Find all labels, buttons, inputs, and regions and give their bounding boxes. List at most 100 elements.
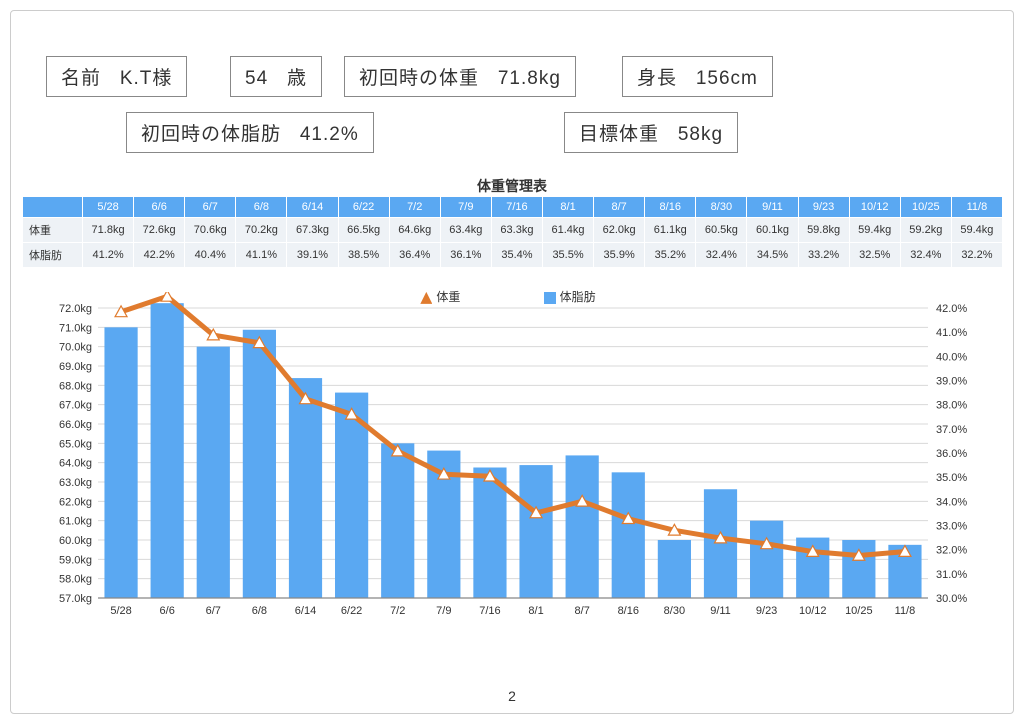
svg-text:33.0%: 33.0% xyxy=(936,521,967,533)
table-cell: 60.1kg xyxy=(747,218,798,243)
table-date-header: 9/11 xyxy=(747,197,798,218)
svg-text:66.0kg: 66.0kg xyxy=(59,419,92,431)
table-date-header: 9/23 xyxy=(798,197,849,218)
svg-text:39.0%: 39.0% xyxy=(936,376,967,388)
initial-weight-value: 71.8kg xyxy=(498,68,561,89)
table-cell: 32.5% xyxy=(849,243,900,268)
table-date-header: 7/9 xyxy=(440,197,491,218)
age-value: 54 xyxy=(245,68,268,89)
table-cell: 71.8kg xyxy=(83,218,134,243)
table-cell: 66.5kg xyxy=(338,218,389,243)
svg-text:7/16: 7/16 xyxy=(479,605,500,617)
table-cell: 33.2% xyxy=(798,243,849,268)
chart-svg: 57.0kg58.0kg59.0kg60.0kg61.0kg62.0kg63.0… xyxy=(28,292,988,632)
svg-text:62.0kg: 62.0kg xyxy=(59,496,92,508)
table-title: 体重管理表 xyxy=(0,176,1024,196)
table-cell: 41.1% xyxy=(236,243,287,268)
svg-text:36.0%: 36.0% xyxy=(936,448,967,460)
svg-text:32.0%: 32.0% xyxy=(936,545,967,557)
svg-text:38.0%: 38.0% xyxy=(936,400,967,412)
table-cell: 35.2% xyxy=(645,243,696,268)
svg-text:59.0kg: 59.0kg xyxy=(59,554,92,566)
table-cell: 60.5kg xyxy=(696,218,747,243)
svg-text:58.0kg: 58.0kg xyxy=(59,574,92,586)
svg-text:61.0kg: 61.0kg xyxy=(59,516,92,528)
table-date-header: 6/7 xyxy=(185,197,236,218)
table-cell: 32.4% xyxy=(696,243,747,268)
age-box: 54 歳 xyxy=(230,56,322,97)
height-value: 156cm xyxy=(696,68,758,89)
age-unit: 歳 xyxy=(287,68,307,89)
table-date-header: 6/8 xyxy=(236,197,287,218)
table-cell: 70.6kg xyxy=(185,218,236,243)
svg-text:11/8: 11/8 xyxy=(895,605,916,617)
legend-weight-text: 体重 xyxy=(436,290,460,304)
height-box: 身長 156cm xyxy=(622,56,773,97)
initial-fat-box: 初回時の体脂肪 41.2% xyxy=(126,112,374,153)
table-date-header: 6/6 xyxy=(134,197,185,218)
table-cell: 61.1kg xyxy=(645,218,696,243)
initial-fat-value: 41.2% xyxy=(300,124,359,145)
svg-text:30.0%: 30.0% xyxy=(936,593,967,605)
svg-text:40.0%: 40.0% xyxy=(936,351,967,363)
table-date-header: 7/16 xyxy=(491,197,542,218)
table-cell: 38.5% xyxy=(338,243,389,268)
table-cell: 39.1% xyxy=(287,243,338,268)
table-cell: 41.2% xyxy=(83,243,134,268)
table-date-header: 5/28 xyxy=(83,197,134,218)
table-cell: 32.4% xyxy=(900,243,951,268)
svg-text:6/8: 6/8 xyxy=(252,605,267,617)
table-date-header: 10/25 xyxy=(900,197,951,218)
data-table: 5/286/66/76/86/146/227/27/97/168/18/78/1… xyxy=(22,196,1003,268)
table-cell: 67.3kg xyxy=(287,218,338,243)
table-cell: 61.4kg xyxy=(542,218,593,243)
table-cell: 59.8kg xyxy=(798,218,849,243)
svg-text:6/22: 6/22 xyxy=(341,605,362,617)
table-cell: 72.6kg xyxy=(134,218,185,243)
table-cell: 34.5% xyxy=(747,243,798,268)
table-date-header: 10/12 xyxy=(849,197,900,218)
svg-text:68.0kg: 68.0kg xyxy=(59,380,92,392)
table-cell: 35.9% xyxy=(594,243,645,268)
svg-text:6/6: 6/6 xyxy=(160,605,175,617)
table-cell: 40.4% xyxy=(185,243,236,268)
name-box: 名前 K.T様 xyxy=(46,56,187,97)
table-cell: 59.4kg xyxy=(849,218,900,243)
table-cell: 70.2kg xyxy=(236,218,287,243)
table-cell: 64.6kg xyxy=(389,218,440,243)
table-date-header: 6/22 xyxy=(338,197,389,218)
page-number: 2 xyxy=(0,688,1024,704)
chart: 体重 体脂肪 57.0kg58.0kg59.0kg60.0kg61.0kg62.… xyxy=(28,292,988,637)
table-cell: 63.3kg xyxy=(491,218,542,243)
table-date-header: 11/8 xyxy=(951,197,1002,218)
svg-text:64.0kg: 64.0kg xyxy=(59,458,92,470)
name-label: 名前 xyxy=(61,68,101,89)
legend-fat-swatch xyxy=(544,292,556,304)
svg-text:31.0%: 31.0% xyxy=(936,569,967,581)
target-weight-box: 目標体重 58kg xyxy=(564,112,738,153)
svg-text:9/11: 9/11 xyxy=(710,605,731,617)
table-date-header: 8/30 xyxy=(696,197,747,218)
svg-text:8/7: 8/7 xyxy=(575,605,590,617)
svg-text:8/1: 8/1 xyxy=(528,605,543,617)
svg-text:5/28: 5/28 xyxy=(110,605,131,617)
table-cell: 35.4% xyxy=(491,243,542,268)
svg-text:41.0%: 41.0% xyxy=(936,327,967,339)
table-cell: 59.4kg xyxy=(951,218,1002,243)
target-weight-label: 目標体重 xyxy=(579,124,659,145)
svg-text:9/23: 9/23 xyxy=(756,605,777,617)
svg-text:10/12: 10/12 xyxy=(799,605,827,617)
table-cell: 36.1% xyxy=(440,243,491,268)
initial-weight-label: 初回時の体重 xyxy=(359,68,479,89)
svg-text:37.0%: 37.0% xyxy=(936,424,967,436)
initial-fat-label: 初回時の体脂肪 xyxy=(141,124,281,145)
svg-text:34.0%: 34.0% xyxy=(936,496,967,508)
table-date-header: 8/16 xyxy=(645,197,696,218)
table-cell: 59.2kg xyxy=(900,218,951,243)
svg-text:8/16: 8/16 xyxy=(618,605,639,617)
table-cell: 32.2% xyxy=(951,243,1002,268)
name-value: K.T様 xyxy=(120,68,173,89)
svg-text:71.0kg: 71.0kg xyxy=(59,322,92,334)
svg-text:10/25: 10/25 xyxy=(845,605,873,617)
table-row-header: 体重 xyxy=(23,218,83,243)
